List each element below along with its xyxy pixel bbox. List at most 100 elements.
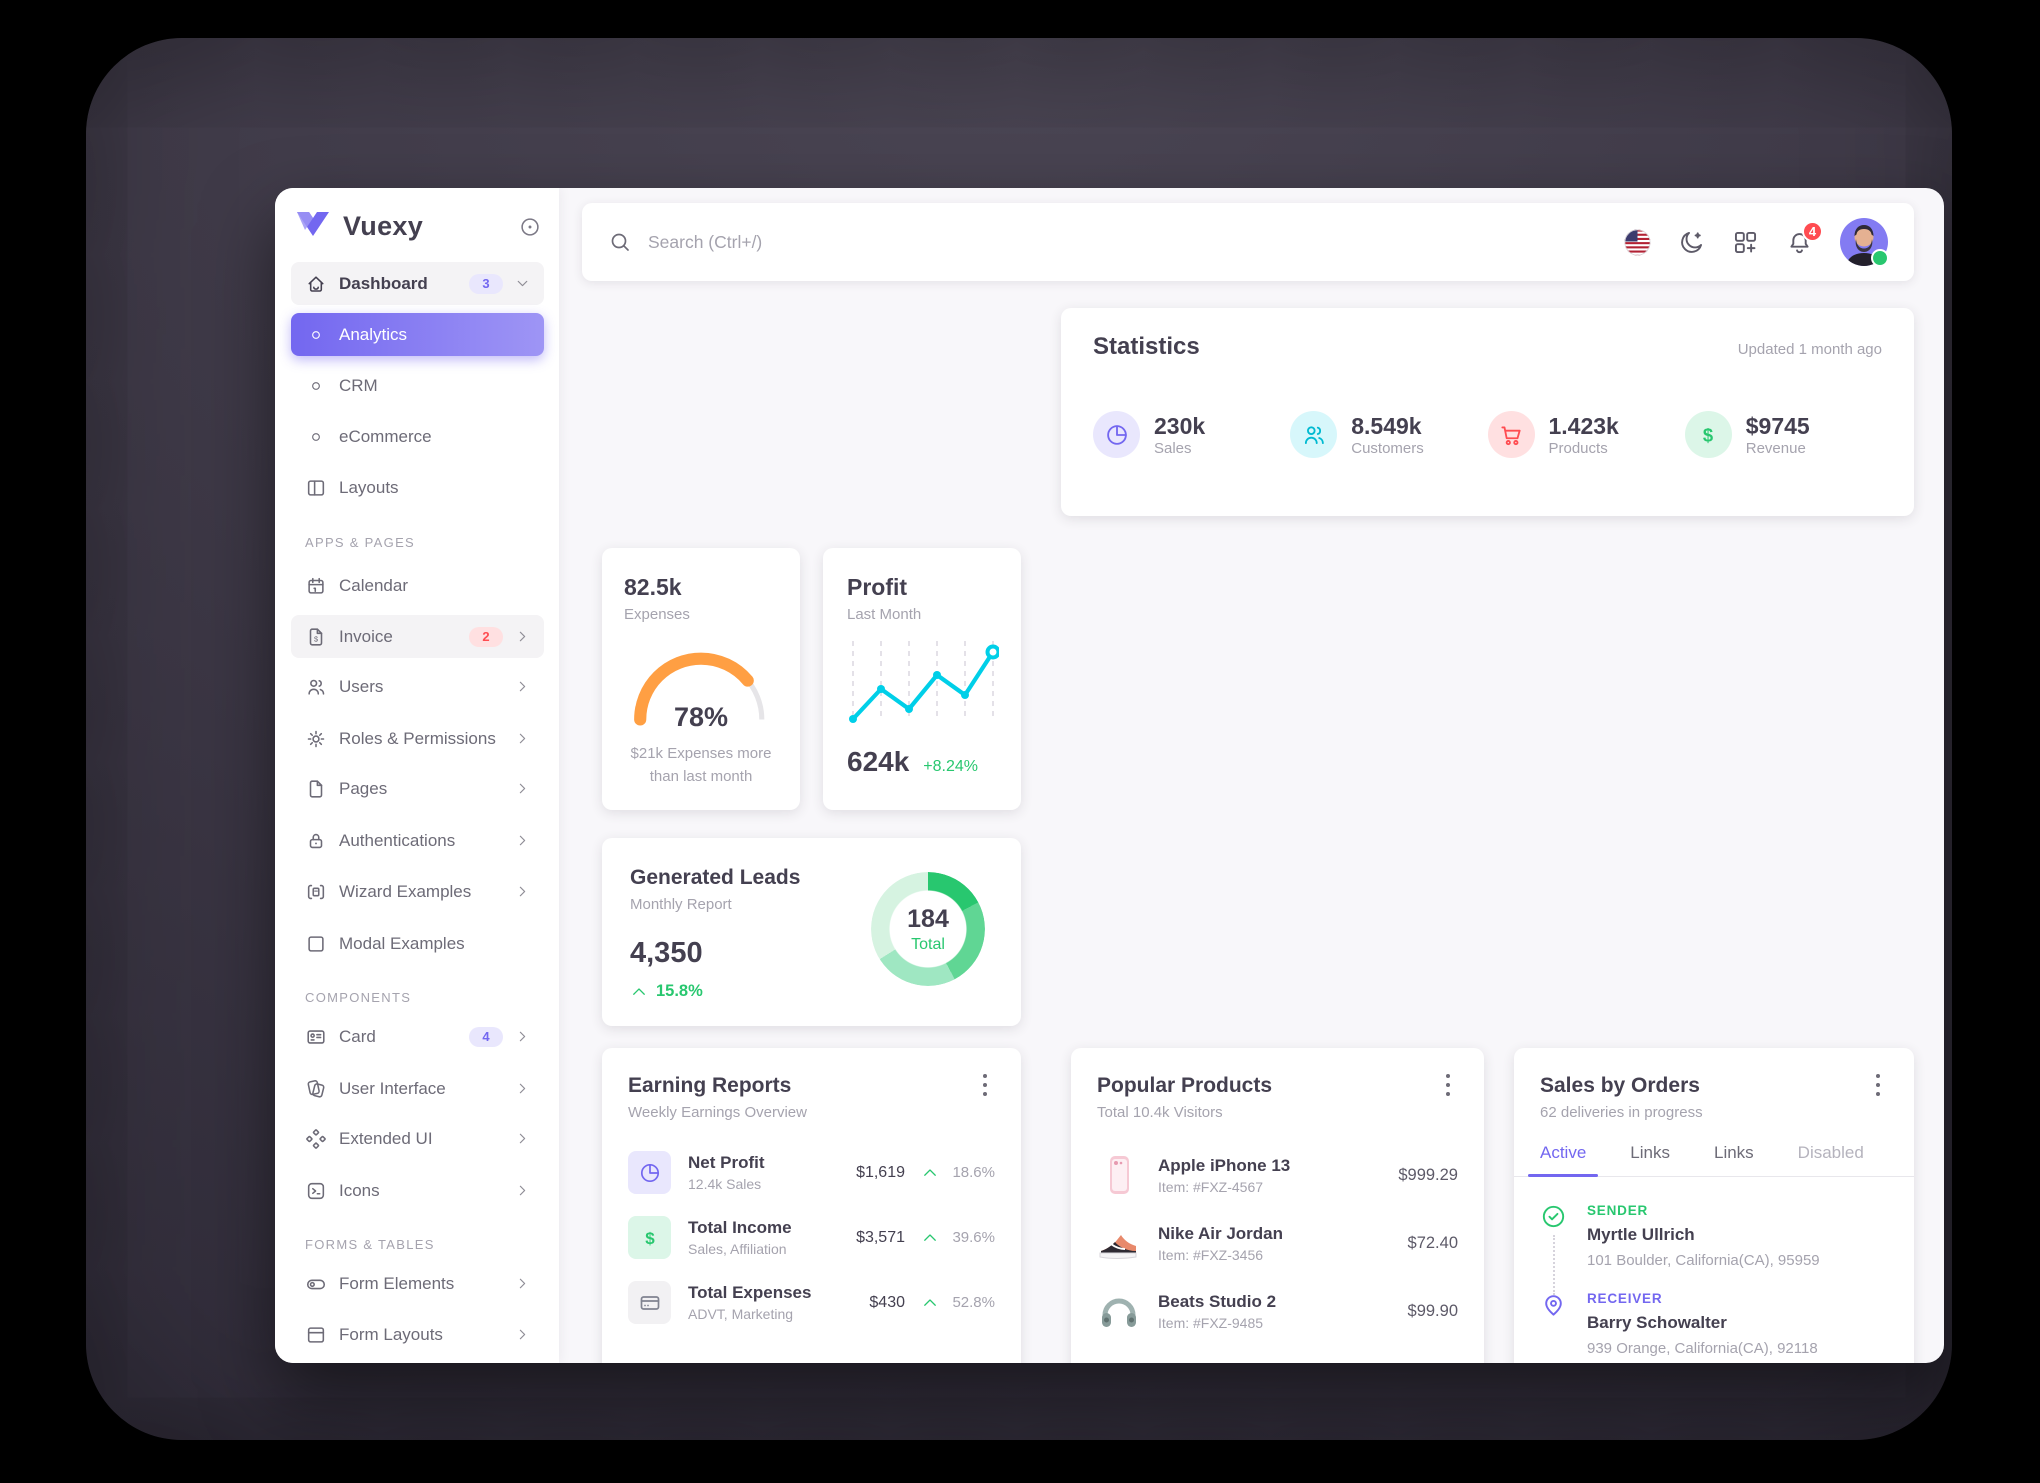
sidebar-item-layouts[interactable]: Layouts [291, 466, 544, 509]
sidebar-item-card[interactable]: Card 4 [291, 1015, 544, 1058]
sidebar-item-crm[interactable]: CRM [291, 364, 544, 407]
product-item-code: Item: #FXZ-9485 [1158, 1314, 1264, 1331]
sidebar-item-ecommerce[interactable]: eCommerce [291, 415, 544, 458]
sidebar-item-form-layouts[interactable]: Form Layouts [291, 1313, 544, 1356]
tab-active[interactable]: Active [1527, 1143, 1599, 1177]
chevron-right-icon [514, 628, 531, 645]
stat-value: 230k [1154, 412, 1206, 439]
product-price: $999.29 [1398, 1165, 1458, 1184]
tab-links-1[interactable]: Links [1630, 1143, 1670, 1162]
sidebar-item-invoice[interactable]: $ Invoice 2 [291, 615, 544, 658]
kebab-menu-icon[interactable] [1438, 1072, 1458, 1098]
statistics-title: Statistics [1093, 333, 1200, 360]
topbar-actions: 4 [1624, 218, 1889, 267]
generated-leads-card: Generated Leads Monthly Report 4,350 15.… [602, 838, 1021, 1026]
online-status-dot [1871, 249, 1889, 267]
chevron-right-icon [514, 730, 531, 747]
kebab-menu-icon[interactable] [975, 1072, 995, 1098]
sales-by-orders-card: Sales by Orders 62 deliveries in progres… [1514, 1048, 1914, 1363]
dark-mode-moon-icon[interactable] [1678, 229, 1705, 256]
popular-products-card: Popular Products Total 10.4k Visitors Ap… [1071, 1048, 1484, 1363]
sidebar-item-users[interactable]: Users [291, 665, 544, 708]
circle-icon [304, 425, 328, 449]
sidebar-item-wizard-examples[interactable]: Wizard Examples [291, 870, 544, 913]
headphones-product-image [1097, 1289, 1141, 1333]
user-avatar[interactable] [1840, 218, 1889, 267]
stat-sales: 230k Sales [1093, 411, 1290, 458]
sidebar-item-label: Pages [339, 778, 388, 798]
sidebar-item-label: Form Elements [339, 1273, 455, 1293]
tab-disabled[interactable]: Disabled [1797, 1143, 1864, 1162]
kebab-menu-icon[interactable] [1868, 1072, 1888, 1098]
sidebar-item-user-interface[interactable]: User Interface [291, 1067, 544, 1110]
sender-role: SENDER [1587, 1203, 1649, 1218]
receiver-address: 939 Orange, California(CA), 92118 [1587, 1340, 1818, 1357]
chevron-right-icon [514, 780, 531, 797]
sidebar-item-label: Wizard Examples [339, 881, 472, 901]
chevron-right-icon [514, 883, 531, 900]
sidebar-item-authentications[interactable]: Authentications [291, 819, 544, 862]
pie-chart-icon [628, 1151, 671, 1194]
orders-title: Sales by Orders [1540, 1074, 1700, 1097]
badge-count: 4 [469, 1026, 503, 1047]
badge-count: 3 [469, 273, 503, 294]
svg-text:$: $ [645, 1229, 655, 1248]
stat-label: Revenue [1745, 440, 1806, 458]
notification-count-badge: 4 [1802, 220, 1823, 242]
row-delta: 18.6% [952, 1164, 995, 1181]
row-subtitle: ADVT, Marketing [688, 1306, 794, 1322]
product-item-code: Item: #FXZ-3456 [1158, 1246, 1264, 1263]
products-subtitle: Total 10.4k Visitors [1097, 1104, 1223, 1121]
dollar-icon: $ [628, 1216, 671, 1259]
sidebar-item-roles-permissions[interactable]: Roles & Permissions [291, 717, 544, 760]
sidebar-item-modal-examples[interactable]: Modal Examples [291, 922, 544, 965]
language-flag-icon[interactable] [1624, 228, 1651, 256]
sidebar-item-pages[interactable]: Pages [291, 767, 544, 810]
sidebar-item-label: User Interface [339, 1078, 446, 1098]
earning-row-total-expenses: Total Expenses ADVT, Marketing $430 52.8… [628, 1281, 995, 1324]
search-input[interactable] [646, 230, 1150, 254]
earning-row-total-income: $ Total Income Sales, Affiliation $3,571… [628, 1216, 995, 1259]
sidebar-item-form-elements[interactable]: Form Elements [291, 1262, 544, 1305]
product-name: Nike Air Jordan [1158, 1223, 1284, 1243]
badge-count: 2 [469, 626, 503, 647]
earning-subtitle: Weekly Earnings Overview [628, 1104, 807, 1121]
stat-customers: 8.549k Customers [1290, 411, 1487, 458]
lock-icon [304, 829, 328, 853]
chevron-right-icon [514, 1080, 531, 1097]
profit-title: Profit [847, 574, 908, 600]
sidebar-item-label: Card [339, 1026, 376, 1046]
sidebar-pin-icon[interactable] [519, 216, 541, 238]
sidebar-item-analytics[interactable]: Analytics [291, 313, 544, 356]
orders-tabs: Active Links Links Disabled [1514, 1143, 1914, 1177]
sidebar-item-label: Analytics [339, 324, 408, 344]
shortcuts-grid-icon[interactable] [1732, 229, 1759, 256]
app-window: Vuexy Dashboard 3 Analytics CRM eCommerc… [275, 188, 1944, 1363]
chevron-down-icon [514, 275, 531, 292]
check-circle-icon [1540, 1203, 1567, 1230]
receiver-block: RECEIVER Barry Schowalter 939 Orange, Ca… [1540, 1291, 1888, 1357]
product-price: $99.90 [1407, 1301, 1458, 1320]
stat-label: Sales [1154, 440, 1192, 458]
sidebar-item-label: Users [339, 676, 384, 696]
chevron-right-icon [514, 1028, 531, 1045]
sidebar-item-extended-ui[interactable]: Extended UI [291, 1117, 544, 1160]
pie-chart-icon [1093, 411, 1140, 458]
chevron-right-icon [514, 1130, 531, 1147]
tab-links-2[interactable]: Links [1713, 1143, 1754, 1162]
users-icon [304, 675, 328, 699]
sidebar-item-dashboard[interactable]: Dashboard 3 [291, 262, 544, 305]
notifications-bell-icon[interactable]: 4 [1786, 220, 1823, 256]
sidebar-item-calendar[interactable]: Calendar [291, 564, 544, 607]
caret-up-icon [921, 1229, 939, 1247]
sidebar-item-label: Calendar [339, 575, 408, 595]
sidebar-item-icons[interactable]: Icons [291, 1169, 544, 1212]
brand-logo[interactable]: Vuexy [295, 208, 423, 244]
stat-value: 1.423k [1548, 412, 1619, 439]
stat-value: 8.549k [1351, 412, 1422, 439]
chevron-right-icon [514, 1182, 531, 1199]
sidebar-section-components: COMPONENTS [305, 990, 412, 1005]
caret-up-icon [921, 1294, 939, 1312]
row-title: Total Income [688, 1218, 792, 1237]
expenses-note-line2: than last month [649, 767, 753, 785]
